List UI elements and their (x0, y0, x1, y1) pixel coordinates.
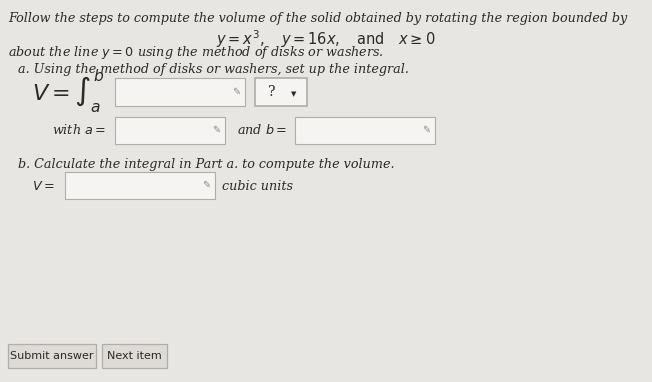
Text: ▼: ▼ (291, 91, 297, 97)
Text: b. Calculate the integral in Part a. to compute the volume.: b. Calculate the integral in Part a. to … (18, 158, 394, 171)
Text: and $b =$: and $b =$ (237, 123, 287, 137)
Text: ✎: ✎ (202, 180, 210, 190)
FancyBboxPatch shape (255, 78, 307, 106)
Text: Submit answer: Submit answer (10, 351, 94, 361)
Text: Next item: Next item (107, 351, 162, 361)
Text: about the line $y = 0$ using the method of disks or washers.: about the line $y = 0$ using the method … (8, 44, 384, 61)
Text: cubic units: cubic units (222, 180, 293, 193)
Text: Follow the steps to compute the volume of the solid obtained by rotating the reg: Follow the steps to compute the volume o… (8, 12, 627, 25)
Text: ✎: ✎ (422, 125, 430, 135)
FancyBboxPatch shape (65, 172, 215, 199)
FancyBboxPatch shape (115, 78, 245, 106)
Text: $V = \int_a^b$: $V = \int_a^b$ (32, 67, 105, 115)
Text: ✎: ✎ (232, 87, 240, 97)
FancyBboxPatch shape (295, 117, 435, 144)
Text: ✎: ✎ (212, 125, 220, 135)
Text: a. Using the method of disks or washers, set up the integral.: a. Using the method of disks or washers,… (18, 63, 409, 76)
Text: $y = x^3, \quad y = 16x, \quad \text{and} \quad x \geq 0$: $y = x^3, \quad y = 16x, \quad \text{and… (216, 28, 436, 50)
Text: with $a =$: with $a =$ (52, 123, 106, 137)
Text: $V =$: $V =$ (32, 180, 55, 193)
FancyBboxPatch shape (115, 117, 225, 144)
FancyBboxPatch shape (102, 344, 167, 368)
Text: ?: ? (268, 85, 276, 99)
FancyBboxPatch shape (8, 344, 96, 368)
